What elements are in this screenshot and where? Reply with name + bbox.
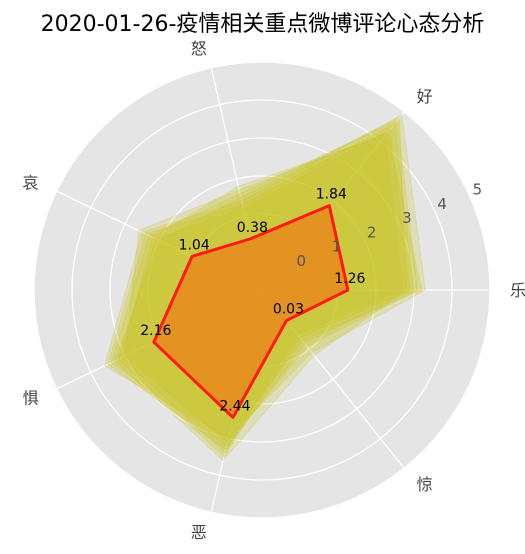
main-series-line — [152, 204, 350, 419]
value-label: 1.84 — [316, 187, 347, 203]
axis-label: 好 — [417, 87, 433, 106]
value-label: 0.03 — [273, 302, 304, 318]
radial-tick-label: 5 — [473, 181, 483, 199]
value-label: 0.38 — [237, 220, 268, 236]
axis-label: 惊 — [417, 475, 433, 494]
radial-tick-label: 1 — [332, 238, 342, 256]
value-label: 2.44 — [219, 398, 250, 414]
main-series-fill — [153, 205, 348, 418]
radial-tick-label: 3 — [402, 209, 412, 227]
value-label: 1.26 — [334, 271, 365, 287]
axis-label: 乐 — [510, 281, 525, 300]
value-label: 2.16 — [140, 323, 171, 339]
value-label: 1.04 — [179, 237, 210, 253]
axis-label: 恶 — [191, 523, 207, 542]
axis-label: 惧 — [23, 389, 39, 408]
radial-tick-label: 0 — [296, 252, 306, 270]
main-series-layer — [152, 204, 350, 419]
axis-label: 怒 — [191, 39, 207, 58]
chart-title: 2020-01-26-疫情相关重点微博评论心态分析 — [40, 12, 485, 37]
radial-tick-label: 4 — [437, 195, 447, 213]
radial-tick-label: 2 — [367, 223, 377, 241]
axis-label: 哀 — [23, 173, 39, 192]
